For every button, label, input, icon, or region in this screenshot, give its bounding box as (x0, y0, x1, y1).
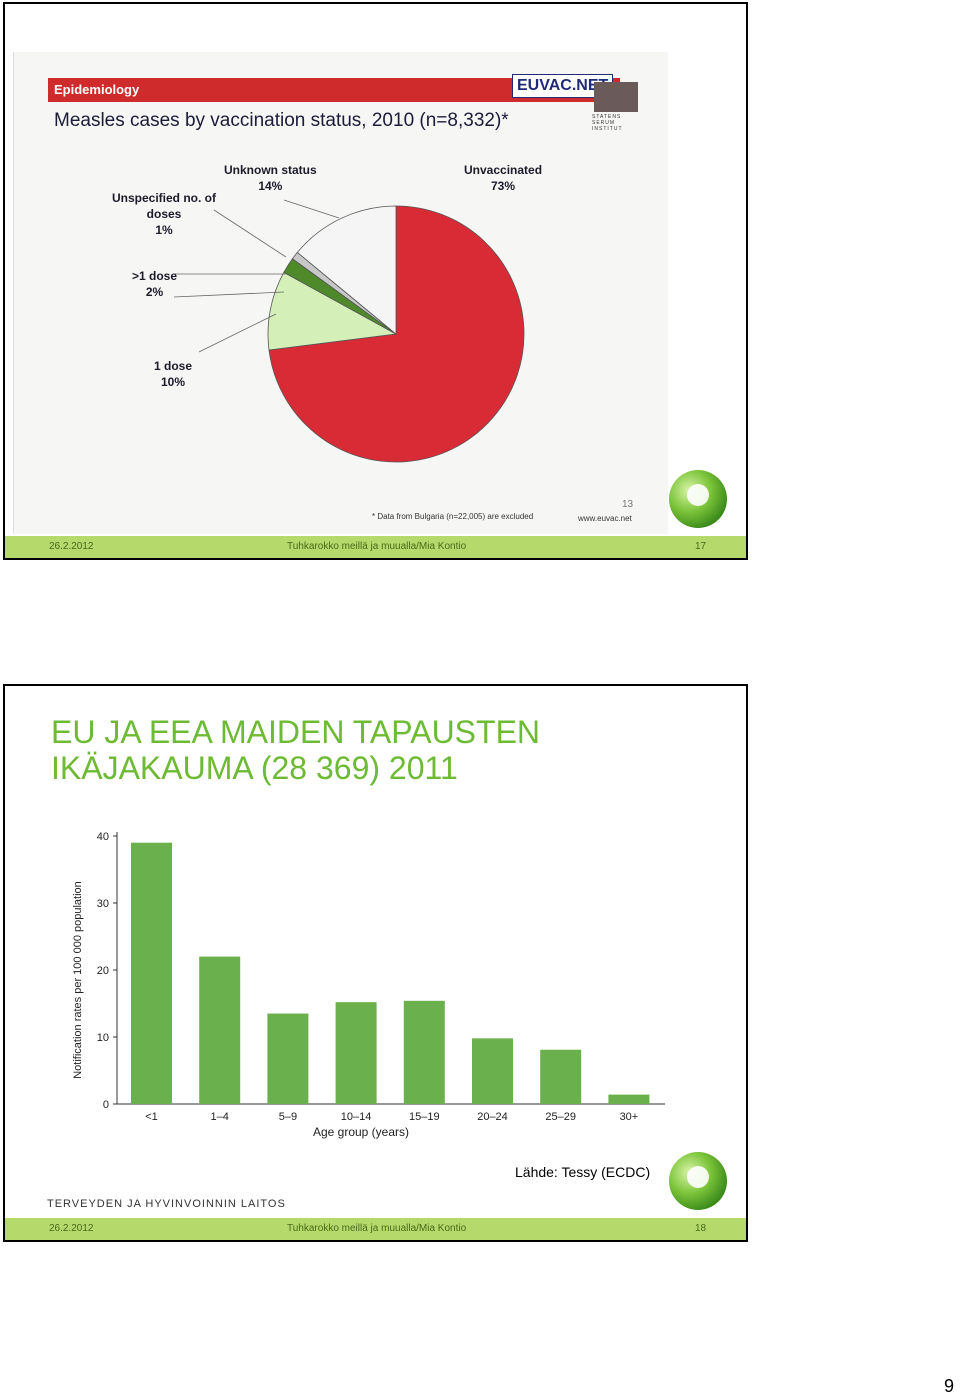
label-unvaccinated-name: Unvaccinated (464, 163, 543, 177)
label-unvaccinated-value: 73% (491, 179, 516, 193)
y-tick-label: 30 (97, 898, 109, 910)
x-axis-label: Age group (years) (313, 1125, 409, 1139)
pie-slice-unknown-status (296, 205, 397, 335)
label-more-dose-value: 2% (145, 285, 164, 299)
x-tick-label: 10–14 (341, 1111, 372, 1123)
label-unknown-value: 14% (258, 179, 283, 193)
pie-chart-title: Measles cases by vaccination status, 201… (54, 110, 509, 131)
label-unknown-name: Unknown status (224, 163, 317, 177)
footer-date: 26.2.2012 (49, 541, 94, 552)
label-1-dose-value: 10% (160, 375, 186, 389)
website: www.euvac.net (578, 514, 632, 523)
bar-chart: 0 10 20 30 40 Notification rates per 100 000 … (72, 831, 665, 1139)
x-tick-label: 25–29 (545, 1111, 576, 1123)
leader-line (173, 291, 285, 298)
bar-1 (199, 956, 241, 1104)
label-unspecified: Unspecified no. of doses 1% (102, 190, 226, 238)
slide-title-line1: EU JA EEA MAIDEN TAPAUSTEN (51, 714, 541, 750)
slide-title-line2: IKÄJAKAUMA (28 369) 2011 (51, 750, 458, 786)
y-tick-label: 0 (103, 1099, 109, 1111)
euvac-logo: EUVAC.NET (512, 74, 614, 98)
bar-6 (540, 1049, 582, 1104)
globe-logo-icon (669, 1152, 727, 1210)
leader-line (283, 199, 340, 219)
label-unvaccinated: Unvaccinated 73% (464, 162, 542, 194)
footer-number: 17 (695, 541, 707, 552)
x-tick-label: 1–4 (211, 1111, 229, 1123)
label-unspecified-value: 1% (155, 223, 173, 237)
footnote: * Data from Bulgaria (n=22,005) are excl… (372, 512, 534, 521)
document-page-number: 9 (944, 1376, 955, 1396)
bar-7 (608, 1094, 650, 1104)
globe-logo-icon (669, 470, 727, 528)
y-tick-label: 20 (97, 965, 109, 977)
bar-chart-area: 0 10 20 30 40 Notification rates per 100 000 … (59, 812, 685, 1152)
label-more-than-1-dose: >1 dose 2% (132, 268, 177, 300)
bar-3 (335, 1002, 377, 1104)
bar-4 (403, 1000, 445, 1104)
footer-date: 26.2.2012 (49, 1223, 94, 1234)
x-tick-label: 30+ (620, 1111, 639, 1123)
section-label: Epidemiology (54, 82, 140, 97)
x-tick-label: <1 (145, 1111, 158, 1123)
label-unknown-status: Unknown status 14% (224, 162, 317, 194)
institute-logo-text: STATENS SERUM INSTITUT (592, 114, 623, 132)
y-tick-label: 40 (97, 831, 109, 843)
footer-number: 18 (695, 1223, 707, 1234)
slide-17: Epidemiology EUVAC.NET STATENS SERUM INS… (3, 2, 748, 560)
y-tick-label: 10 (97, 1032, 109, 1044)
pie-chart (173, 199, 525, 463)
label-1-dose: 1 dose 10% (154, 358, 192, 390)
leader-line (198, 313, 277, 353)
footer-text: Tuhkarokko meillä ja muualla/Mia Kontio (287, 541, 467, 552)
label-unspecified-name: Unspecified no. of doses (111, 191, 216, 221)
pie-chart-photo: Epidemiology EUVAC.NET STATENS SERUM INS… (13, 52, 668, 534)
photo-page-number: 13 (622, 499, 634, 510)
bar-2 (267, 1013, 309, 1104)
x-tick-label: 15–19 (409, 1111, 440, 1123)
slide-title: EU JA EEA MAIDEN TAPAUSTEN IKÄJAKAUMA (2… (51, 714, 540, 786)
institute-name: TERVEYDEN JA HYVINVOINNIN LAITOS (47, 1198, 286, 1210)
bar-5 (472, 1038, 513, 1104)
label-more-dose-name: >1 dose (132, 269, 178, 283)
slide-footer: 26.2.2012 Tuhkarokko meillä ja muualla/M… (5, 536, 746, 558)
institute-logo-icon (594, 82, 638, 112)
slide-footer: 26.2.2012 Tuhkarokko meillä ja muualla/M… (5, 1218, 746, 1240)
source-text: Lähde: Tessy (ECDC) (515, 1164, 651, 1180)
x-tick-label: 20–24 (477, 1111, 508, 1123)
footer-text: Tuhkarokko meillä ja muualla/Mia Kontio (287, 1223, 467, 1234)
x-tick-label: 5–9 (279, 1111, 297, 1123)
leader-line (213, 209, 287, 258)
bar-0 (131, 842, 172, 1104)
slide-18: EU JA EEA MAIDEN TAPAUSTEN IKÄJAKAUMA (2… (3, 684, 748, 1242)
label-1-dose-name: 1 dose (154, 359, 193, 373)
y-axis-label: Notification rates per 100 000 populatio… (72, 881, 84, 1079)
